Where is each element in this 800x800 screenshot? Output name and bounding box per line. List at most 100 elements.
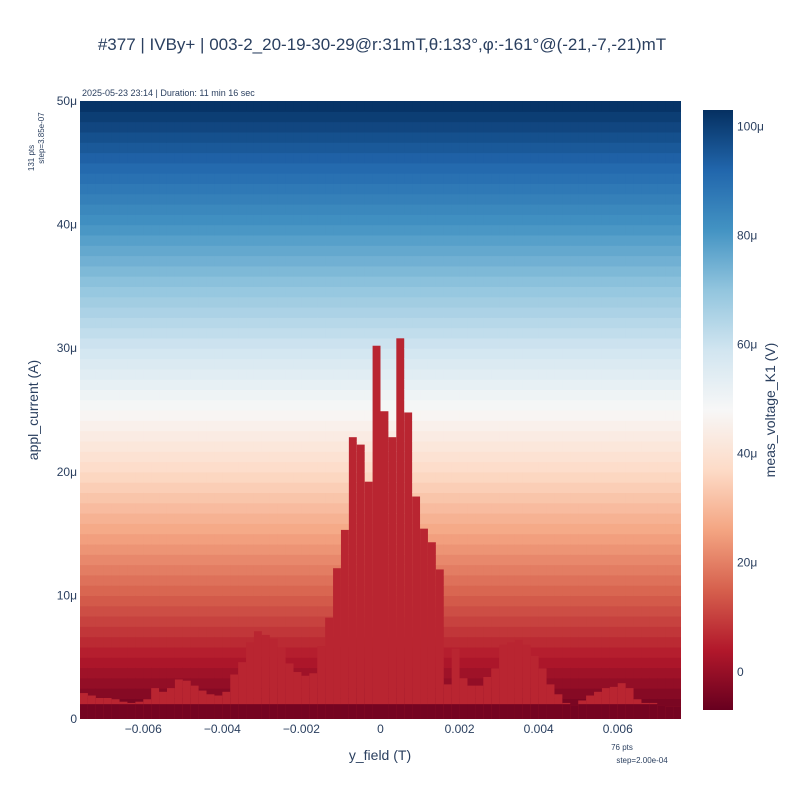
heatmap-cell bbox=[269, 234, 279, 246]
heatmap-cell bbox=[159, 276, 168, 287]
heatmap-cell bbox=[364, 440, 374, 452]
heatmap-cell bbox=[609, 636, 619, 648]
heatmap-cell bbox=[467, 543, 476, 555]
heatmap-cell bbox=[522, 286, 532, 298]
heatmap-cell bbox=[491, 131, 500, 143]
heatmap-cell bbox=[333, 317, 342, 329]
heatmap-cell bbox=[166, 389, 176, 401]
heatmap-cell bbox=[364, 152, 374, 164]
heatmap-cell bbox=[95, 430, 105, 442]
heatmap-cell bbox=[491, 502, 500, 514]
heatmap-cell bbox=[230, 626, 239, 638]
heatmap-cell bbox=[277, 368, 287, 380]
heatmap-cell bbox=[206, 492, 216, 504]
heatmap-cell bbox=[214, 101, 223, 112]
heatmap-cell bbox=[198, 482, 208, 493]
heatmap-cell bbox=[396, 296, 405, 308]
heatmap-cell bbox=[594, 276, 603, 287]
heatmap-cell bbox=[198, 121, 208, 133]
heatmap-cell bbox=[182, 523, 192, 535]
heatmap-cell bbox=[562, 204, 571, 215]
heatmap-cell bbox=[174, 131, 184, 143]
heatmap-cell bbox=[348, 327, 358, 339]
heatmap-cell bbox=[499, 513, 508, 524]
heatmap-cell bbox=[190, 399, 200, 411]
heatmap-cell bbox=[356, 327, 366, 339]
heatmap-cell bbox=[182, 399, 192, 411]
heatmap-cell bbox=[609, 430, 619, 442]
heatmap-cell bbox=[562, 430, 571, 442]
heatmap-cell bbox=[119, 451, 129, 463]
heatmap-cell bbox=[475, 440, 484, 452]
heatmap-cell bbox=[356, 111, 366, 123]
heatmap-cell bbox=[372, 255, 382, 267]
heatmap-cell bbox=[641, 183, 650, 195]
heatmap-cell bbox=[95, 399, 105, 411]
heatmap-cell bbox=[246, 636, 255, 648]
heatmap-cell bbox=[103, 533, 113, 545]
heatmap-cell bbox=[451, 574, 461, 586]
heatmap-cell bbox=[475, 234, 484, 246]
heatmap-cell bbox=[538, 523, 548, 535]
heatmap-cell bbox=[166, 636, 176, 648]
heatmap-cell bbox=[206, 502, 216, 514]
heatmap-cell bbox=[459, 585, 469, 596]
heatmap-cell bbox=[412, 327, 421, 339]
heatmap-cell bbox=[443, 142, 453, 154]
heatmap-cell bbox=[143, 348, 152, 360]
heatmap-cell bbox=[538, 564, 548, 576]
heatmap-cell bbox=[435, 430, 445, 442]
heatmap-cell bbox=[261, 234, 271, 246]
heatmap-cell bbox=[182, 111, 192, 123]
heatmap-area[interactable] bbox=[80, 101, 682, 720]
heatmap-cell bbox=[261, 482, 271, 493]
heatmap-cell bbox=[657, 677, 666, 689]
heatmap-column bbox=[340, 101, 350, 719]
heatmap-cell bbox=[103, 626, 113, 638]
heatmap-cell bbox=[293, 152, 303, 164]
heatmap-cell bbox=[665, 595, 674, 607]
heatmap-cell bbox=[309, 513, 318, 524]
heatmap-cell bbox=[182, 204, 192, 215]
heatmap-cell bbox=[475, 152, 484, 164]
heatmap-cell bbox=[665, 317, 674, 329]
heatmap-cell bbox=[491, 276, 500, 287]
heatmap-cell bbox=[127, 183, 136, 195]
heatmap-cell bbox=[491, 337, 500, 349]
heatmap-cell bbox=[285, 142, 295, 154]
heatmap-cell bbox=[586, 533, 595, 545]
heatmap-cell bbox=[143, 574, 152, 586]
heatmap-cell bbox=[301, 636, 310, 648]
heatmap-cell bbox=[459, 636, 469, 648]
heatmap-cell bbox=[562, 183, 571, 195]
heatmap-cell bbox=[103, 193, 113, 205]
heatmap-cell bbox=[459, 348, 469, 360]
heatmap-cell bbox=[151, 410, 160, 421]
heatmap-cell bbox=[380, 317, 390, 329]
heatmap-cell bbox=[285, 430, 295, 442]
heatmap-cell bbox=[301, 595, 310, 607]
heatmap-cell bbox=[325, 183, 334, 195]
heatmap-cell bbox=[80, 543, 89, 555]
heatmap-cell bbox=[617, 379, 627, 390]
heatmap-cell bbox=[657, 523, 666, 535]
heatmap-cell bbox=[87, 348, 97, 360]
heatmap-cell bbox=[427, 461, 437, 473]
heatmap-cell bbox=[190, 224, 200, 236]
heatmap-cell bbox=[538, 543, 548, 555]
heatmap-cell bbox=[641, 667, 650, 679]
heatmap-cell bbox=[538, 461, 548, 473]
heatmap-cell bbox=[443, 224, 453, 236]
heatmap-cell bbox=[166, 523, 176, 535]
heatmap-cell bbox=[285, 410, 295, 421]
heatmap-cell bbox=[594, 513, 603, 524]
heatmap-cell bbox=[198, 389, 208, 401]
heatmap-cell bbox=[594, 585, 603, 596]
heatmap-cell bbox=[135, 173, 144, 184]
heatmap-cell bbox=[673, 245, 681, 257]
heatmap-cell bbox=[309, 276, 318, 287]
heatmap-cell bbox=[143, 327, 152, 339]
heatmap-cell bbox=[617, 368, 627, 380]
heatmap-cell bbox=[151, 502, 160, 514]
